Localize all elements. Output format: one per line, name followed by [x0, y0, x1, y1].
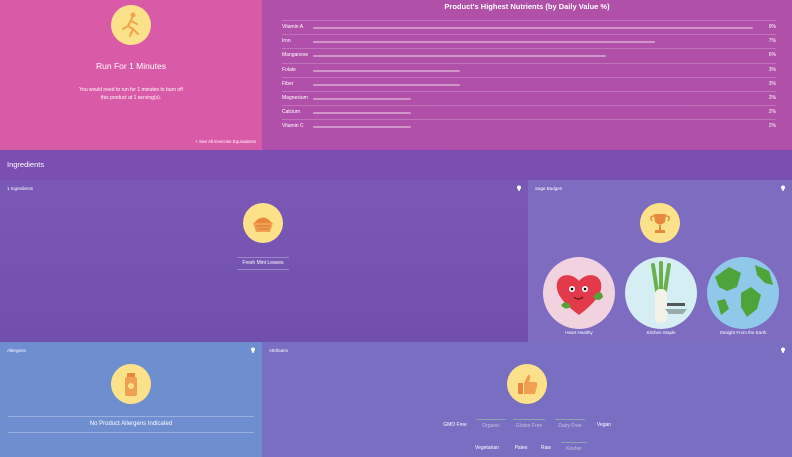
- nutrient-value: 3%: [768, 80, 776, 87]
- heart-healthy-badge[interactable]: [543, 257, 615, 329]
- ingredients-section-header: Ingredients: [0, 150, 792, 180]
- nutrient-name: Calcium: [282, 109, 301, 116]
- allergens-panel: Allergens No Product Allergens Indicated: [0, 342, 262, 457]
- nutrient-row: Magnesium 2%: [282, 91, 776, 105]
- nutrient-name: Iron: [282, 38, 291, 45]
- nutrient-bar: [313, 98, 411, 100]
- allergens-label: Allergens: [7, 348, 26, 353]
- attribute-paleo: Paleo: [514, 445, 528, 451]
- nutrient-value: 7%: [768, 38, 776, 45]
- nutrient-name: Folate: [282, 66, 296, 73]
- nutrient-row: Manganese 6%: [282, 48, 776, 62]
- no-allergens-message: No Product Allergens Indicated: [8, 416, 254, 433]
- info-bulb-icon[interactable]: [780, 347, 786, 353]
- info-bulb-icon[interactable]: [780, 185, 786, 191]
- ingredients-count-label: 1 Ingredients: [7, 186, 34, 191]
- nutrients-title: Product's Highest Nutrients (by Daily Va…: [444, 2, 610, 11]
- straight-from-earth-badge[interactable]: [707, 257, 779, 329]
- badge-label: Kitchen Staple: [646, 330, 676, 335]
- nutrient-row: Folate 3%: [282, 62, 776, 77]
- ingredients-header-title: Ingredients: [7, 160, 45, 169]
- badge-label: Heart Healthy: [565, 330, 593, 335]
- globe-icon: [715, 265, 773, 317]
- nutrient-row: Iron 7%: [282, 34, 776, 48]
- attributes-panel: Attributes GMO Free Organic Gluten Free …: [262, 342, 792, 457]
- badges-label: Sage Badges: [535, 186, 563, 191]
- nutrient-value: 6%: [768, 52, 776, 59]
- nutrient-name: Vitamin C: [282, 123, 304, 130]
- attribute-dairy-free: Dairy Free: [555, 419, 585, 432]
- nutrient-name: Fiber: [282, 80, 294, 87]
- nutrient-bar: [313, 41, 656, 44]
- attribute-raw: Raw: [540, 445, 551, 451]
- attribute-kosher: Kosher: [561, 442, 587, 455]
- nutrient-value: 9%: [768, 24, 776, 30]
- nutrient-value: 2%: [768, 109, 776, 116]
- info-bulb-icon[interactable]: [250, 347, 256, 353]
- allergen-bottle-icon: [111, 364, 151, 404]
- nutrient-bar: [313, 112, 411, 115]
- nutrient-row: Fiber 3%: [282, 76, 776, 91]
- attribute-vegan: Vegan: [596, 422, 612, 428]
- attribute-organic: Organic: [476, 419, 506, 432]
- heart-icon: [556, 275, 603, 315]
- thumbs-up-icon: [507, 364, 547, 404]
- exercise-title: Run For 1 Minutes: [96, 61, 166, 71]
- nutrient-row: Calcium 2%: [282, 105, 776, 119]
- attribute-gluten-free: Gluten Free: [513, 419, 545, 432]
- see-all-exercise-link[interactable]: + See All Exercise Equivalents: [195, 139, 256, 144]
- attribute-gmo-free: GMO Free: [443, 422, 467, 428]
- nutrient-value: 3%: [768, 66, 776, 73]
- info-bulb-icon[interactable]: [516, 185, 522, 191]
- nutrient-value: 2%: [768, 123, 776, 130]
- leek-icon: [651, 261, 687, 323]
- nutrient-row: Vitamin A 9%: [282, 20, 776, 34]
- nutrient-bar: [313, 126, 411, 129]
- ingredient-item[interactable]: Fresh Mint Leaves: [237, 257, 289, 270]
- exercise-panel: Run For 1 Minutes You would need to run …: [0, 0, 262, 150]
- nutrient-bar: [313, 55, 607, 58]
- attribute-vegetarian: Vegetarian: [475, 445, 499, 451]
- nutrient-row: Vitamin C 2%: [282, 119, 776, 133]
- nutrient-name: Magnesium: [282, 95, 308, 101]
- runner-icon: [111, 5, 151, 45]
- badge-label: Straight From the Earth: [719, 330, 767, 335]
- exercise-description: You would need to run for 1 minutes to b…: [79, 87, 183, 101]
- nutrient-bar: [313, 83, 460, 86]
- nutrient-name: Vitamin A: [282, 24, 304, 30]
- sage-badges-panel: Sage Badges Heart Healthy Kitchen Staple: [528, 180, 792, 342]
- ingredients-panel: 1 Ingredients Fresh Mint Leaves: [0, 180, 528, 342]
- trophy-icon: [640, 203, 680, 243]
- attributes-label: Attributes: [269, 348, 289, 353]
- nutrient-value: 2%: [768, 95, 776, 101]
- kitchen-staple-badge[interactable]: [625, 257, 697, 329]
- nutrient-bar: [313, 27, 753, 29]
- nutrients-panel: Product's Highest Nutrients (by Daily Va…: [262, 0, 792, 150]
- nutrient-bar: [313, 69, 460, 72]
- nutrient-name: Manganese: [282, 52, 309, 59]
- basket-icon: [243, 203, 283, 243]
